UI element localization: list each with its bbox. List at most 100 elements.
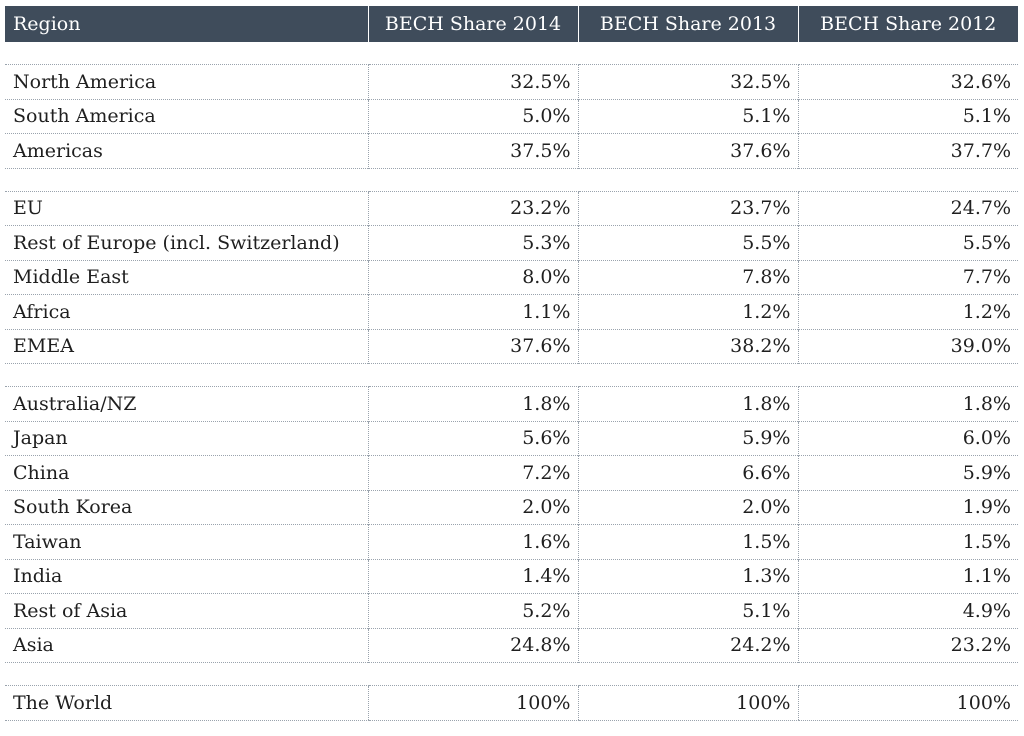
cell-share-2014: 1.4%	[367, 558, 578, 594]
cell-region: Middle East	[5, 259, 368, 295]
cell-share-2014: 1.8%	[367, 386, 578, 421]
header-share-2013: BECH Share 2013	[577, 6, 798, 42]
table-body: North America 32.5% 32.5% 32.6% South Americ…	[5, 42, 1018, 721]
group-spacer	[5, 363, 1018, 387]
table-row: Asia 24.8% 24.2% 23.2%	[5, 627, 1018, 663]
cell-share-2013: 5.1%	[577, 593, 798, 628]
cell-share-2014: 23.2%	[367, 190, 578, 226]
cell-share-2014: 1.6%	[367, 524, 578, 559]
table-row: Japan 5.6% 5.9% 6.0%	[5, 420, 1018, 456]
cell-region: The World	[5, 685, 368, 721]
cell-share-2013: 23.7%	[577, 190, 798, 226]
cell-share-2013: 5.1%	[577, 98, 798, 134]
cell-share-2014: 8.0%	[367, 259, 578, 295]
table-row: India 1.4% 1.3% 1.1%	[5, 558, 1018, 594]
table-row: The World 100% 100% 100%	[5, 685, 1018, 721]
share-table-container: Region BECH Share 2014 BECH Share 2013 B…	[5, 6, 1018, 721]
cell-share-2013: 1.2%	[577, 294, 798, 329]
group-spacer	[5, 662, 1018, 686]
cell-share-2012: 1.8%	[797, 386, 1018, 421]
cell-share-2012: 24.7%	[797, 190, 1018, 226]
cell-share-2012: 1.1%	[797, 558, 1018, 594]
table-row: Americas 37.5% 37.6% 37.7%	[5, 133, 1018, 168]
cell-share-2013: 24.2%	[577, 627, 798, 663]
cell-region: Americas	[5, 133, 368, 168]
cell-share-2014: 1.1%	[367, 294, 578, 329]
cell-share-2012: 100%	[797, 685, 1018, 721]
table-row: Rest of Europe (incl. Switzerland) 5.3% 5.…	[5, 225, 1018, 260]
cell-share-2012: 1.9%	[797, 489, 1018, 525]
spacer-cell	[5, 42, 1018, 65]
cell-share-2012: 23.2%	[797, 627, 1018, 663]
table-row: EU 23.2% 23.7% 24.7%	[5, 190, 1018, 226]
share-table: Region BECH Share 2014 BECH Share 2013 B…	[5, 6, 1018, 721]
cell-region: China	[5, 455, 368, 490]
cell-share-2014: 2.0%	[367, 489, 578, 525]
group-spacer	[5, 167, 1018, 191]
cell-share-2012: 1.5%	[797, 524, 1018, 559]
cell-share-2013: 1.8%	[577, 386, 798, 421]
group-spacer	[5, 42, 1018, 65]
cell-share-2013: 5.5%	[577, 225, 798, 260]
cell-share-2013: 100%	[577, 685, 798, 721]
cell-region: EMEA	[5, 328, 368, 364]
table-row: Taiwan 1.6% 1.5% 1.5%	[5, 524, 1018, 559]
cell-share-2012: 7.7%	[797, 259, 1018, 295]
cell-region: Japan	[5, 420, 368, 456]
cell-share-2012: 1.2%	[797, 294, 1018, 329]
cell-share-2014: 5.0%	[367, 98, 578, 134]
cell-share-2012: 5.1%	[797, 98, 1018, 134]
cell-share-2013: 38.2%	[577, 328, 798, 364]
cell-region: North America	[5, 64, 368, 99]
table-row: Australia/NZ 1.8% 1.8% 1.8%	[5, 386, 1018, 421]
cell-region: India	[5, 558, 368, 594]
cell-share-2012: 5.5%	[797, 225, 1018, 260]
cell-share-2012: 32.6%	[797, 64, 1018, 99]
cell-region: Rest of Asia	[5, 593, 368, 628]
table-row: North America 32.5% 32.5% 32.6%	[5, 64, 1018, 99]
table-header: Region BECH Share 2014 BECH Share 2013 B…	[5, 6, 1018, 42]
cell-share-2014: 100%	[367, 685, 578, 721]
table-row: South Korea 2.0% 2.0% 1.9%	[5, 489, 1018, 525]
cell-share-2013: 2.0%	[577, 489, 798, 525]
cell-share-2013: 32.5%	[577, 64, 798, 99]
header-share-2014: BECH Share 2014	[367, 6, 578, 42]
cell-region: Rest of Europe (incl. Switzerland)	[5, 225, 368, 260]
cell-share-2013: 7.8%	[577, 259, 798, 295]
cell-share-2014: 7.2%	[367, 455, 578, 490]
cell-share-2012: 37.7%	[797, 133, 1018, 168]
table-row: China 7.2% 6.6% 5.9%	[5, 455, 1018, 490]
cell-share-2014: 5.2%	[367, 593, 578, 628]
spacer-cell	[5, 167, 1018, 191]
cell-share-2014: 37.6%	[367, 328, 578, 364]
cell-region: South Korea	[5, 489, 368, 525]
spacer-cell	[5, 363, 1018, 387]
table-row: South America 5.0% 5.1% 5.1%	[5, 98, 1018, 134]
cell-share-2013: 1.5%	[577, 524, 798, 559]
cell-region: Australia/NZ	[5, 386, 368, 421]
table-row: EMEA 37.6% 38.2% 39.0%	[5, 328, 1018, 364]
cell-share-2013: 6.6%	[577, 455, 798, 490]
cell-region: South America	[5, 98, 368, 134]
cell-share-2013: 37.6%	[577, 133, 798, 168]
cell-share-2012: 4.9%	[797, 593, 1018, 628]
cell-region: Africa	[5, 294, 368, 329]
cell-share-2014: 37.5%	[367, 133, 578, 168]
cell-share-2012: 39.0%	[797, 328, 1018, 364]
header-row: Region BECH Share 2014 BECH Share 2013 B…	[5, 6, 1018, 42]
cell-share-2012: 5.9%	[797, 455, 1018, 490]
cell-share-2014: 5.3%	[367, 225, 578, 260]
cell-share-2013: 5.9%	[577, 420, 798, 456]
header-region: Region	[5, 6, 368, 42]
cell-region: EU	[5, 190, 368, 226]
cell-region: Taiwan	[5, 524, 368, 559]
cell-share-2013: 1.3%	[577, 558, 798, 594]
cell-share-2014: 5.6%	[367, 420, 578, 456]
header-share-2012: BECH Share 2012	[797, 6, 1018, 42]
cell-region: Asia	[5, 627, 368, 663]
table-row: Middle East 8.0% 7.8% 7.7%	[5, 259, 1018, 295]
cell-share-2012: 6.0%	[797, 420, 1018, 456]
spacer-cell	[5, 662, 1018, 686]
cell-share-2014: 32.5%	[367, 64, 578, 99]
cell-share-2014: 24.8%	[367, 627, 578, 663]
